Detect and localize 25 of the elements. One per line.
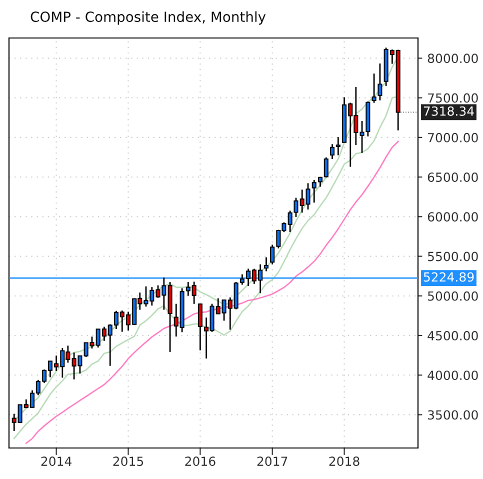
candlestick	[324, 156, 328, 178]
y-tick-label: 4500.00	[428, 330, 478, 340]
x-tick-label: 2014	[41, 456, 72, 466]
y-tick-label: 3500.00	[428, 410, 478, 420]
y-tick-label: 5000.00	[428, 291, 478, 301]
y-tick-label: 7500.00	[428, 93, 478, 103]
x-tick-label: 2016	[185, 456, 216, 466]
ref-line-label: 5224.89	[424, 272, 474, 282]
candlestick	[336, 136, 340, 156]
candlestick	[330, 143, 335, 160]
y-tick-label: 6000.00	[428, 212, 478, 222]
annotation: 7318.34	[424, 106, 474, 116]
line-series	[25, 140, 399, 444]
candlestick	[378, 62, 382, 102]
y-tick-label: 4000.00	[428, 370, 478, 380]
y-tick-label: 5500.00	[428, 252, 478, 262]
y-tick-label: 8000.00	[428, 54, 478, 64]
x-tick-label: 2018	[329, 456, 360, 466]
chart-title: COMP - Composite Index, Monthly	[30, 11, 266, 25]
x-tick-label: 2017	[257, 456, 288, 466]
y-tick-label: 6500.00	[428, 172, 478, 182]
y-tick-label: 7000.00	[428, 132, 478, 142]
candlestick	[372, 72, 376, 104]
candlestick	[264, 256, 268, 272]
x-tick-label: 2015	[113, 456, 144, 466]
